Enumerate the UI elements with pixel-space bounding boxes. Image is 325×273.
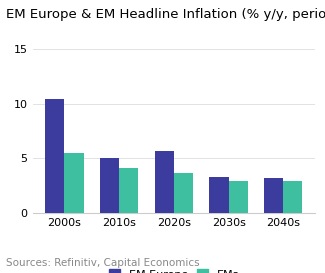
Legend: EM Europe, EMs: EM Europe, EMs	[104, 264, 243, 273]
Bar	[228, 181, 248, 213]
Bar	[264, 178, 283, 213]
Bar	[64, 153, 84, 213]
Bar	[46, 99, 64, 213]
Text: EM Europe & EM Headline Inflation (% y/y, period averages): EM Europe & EM Headline Inflation (% y/y…	[6, 8, 325, 21]
Bar	[174, 173, 193, 213]
Bar	[100, 158, 119, 213]
Bar	[283, 181, 302, 213]
Text: Sources: Refinitiv, Capital Economics: Sources: Refinitiv, Capital Economics	[6, 257, 200, 268]
Bar	[155, 151, 174, 213]
Bar	[209, 177, 228, 213]
Bar	[119, 168, 138, 213]
